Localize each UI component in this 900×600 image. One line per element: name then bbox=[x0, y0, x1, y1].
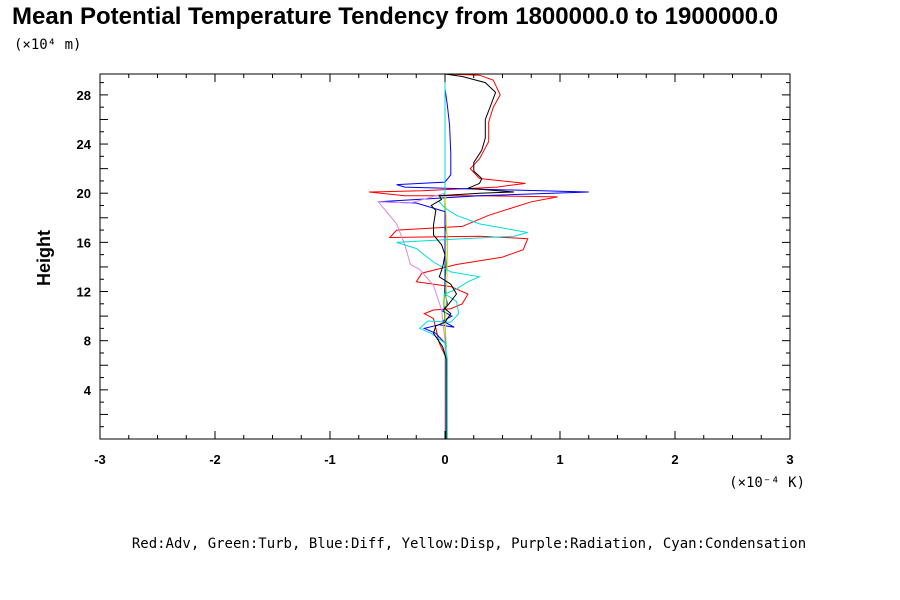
y-tick-label: 16 bbox=[77, 235, 91, 250]
x-tick-label: -1 bbox=[324, 452, 336, 467]
y-tick-label: 8 bbox=[84, 334, 91, 349]
x-tick-label: 0 bbox=[441, 452, 448, 467]
y-tick-label: 20 bbox=[77, 186, 91, 201]
x-scale-label: (×10⁻⁴ K) bbox=[729, 475, 805, 491]
y-axis-label: Height bbox=[34, 230, 54, 286]
x-tick-label: 3 bbox=[786, 452, 793, 467]
x-tick-label: -3 bbox=[94, 452, 106, 467]
series-line-disp bbox=[444, 76, 448, 439]
chart-title: Mean Potential Temperature Tendency from… bbox=[12, 3, 778, 30]
y-tick-label: 4 bbox=[84, 383, 92, 398]
series-line-diff bbox=[378, 74, 589, 439]
x-tick-label: -2 bbox=[209, 452, 221, 467]
y-scale-label: (×10⁴ m) bbox=[14, 37, 81, 53]
legend-text: Red:Adv, Green:Turb, Blue:Diff, Yellow:D… bbox=[132, 536, 806, 552]
series-line-radiation bbox=[377, 76, 446, 439]
y-tick-label: 24 bbox=[77, 137, 92, 152]
x-axis: -3 -2 -1 0 1 2 3 bbox=[94, 74, 794, 467]
series-line-total bbox=[430, 73, 515, 439]
y-axis: 4 8 12 16 20 24 28 bbox=[77, 82, 790, 440]
series-line-condensation bbox=[396, 74, 528, 439]
y-tick-label: 28 bbox=[77, 88, 91, 103]
x-tick-label: 2 bbox=[671, 452, 678, 467]
y-tick-label: 12 bbox=[77, 285, 91, 300]
series-layer bbox=[369, 73, 589, 439]
x-tick-label: 1 bbox=[556, 452, 563, 467]
series-line-adv bbox=[369, 73, 558, 439]
